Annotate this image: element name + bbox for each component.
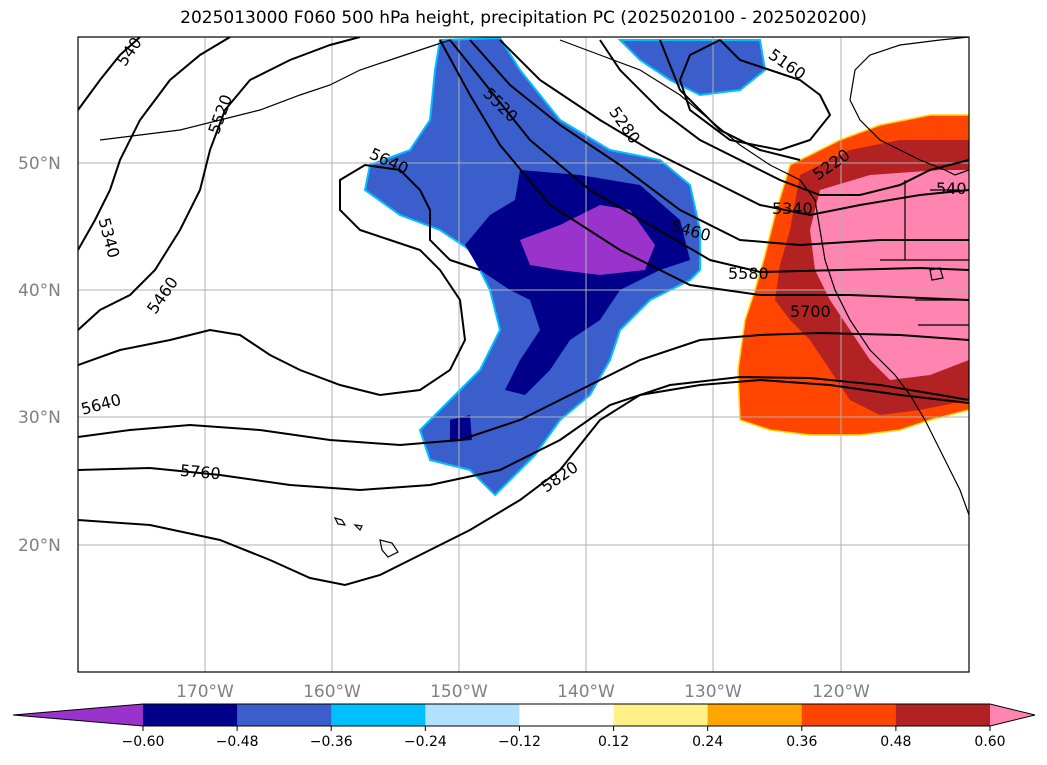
colorbar-segment <box>331 704 426 726</box>
negative-shading <box>363 37 767 497</box>
colorbar-segment <box>707 704 803 726</box>
contour-label: 5580 <box>728 264 769 283</box>
colorbar-tick-label: −0.48 <box>216 734 259 750</box>
colorbar-tick-label: 0.36 <box>786 734 817 750</box>
positive-shading <box>737 114 969 436</box>
colorbar-tick-label: −0.24 <box>404 734 447 750</box>
colorbar-segment <box>519 704 615 726</box>
colorbar-tick-label: −0.60 <box>122 734 165 750</box>
lon-label-160w: 160°W <box>303 682 361 702</box>
lat-label-20n: 20°N <box>18 536 61 556</box>
colorbar-tick-label: 0.48 <box>880 734 911 750</box>
colorbar-extend-high <box>990 704 1035 726</box>
lon-label-170w: 170°W <box>176 682 234 702</box>
contour-label: 5700 <box>790 302 831 321</box>
lat-label-50n: 50°N <box>18 154 61 174</box>
lon-label-140w: 140°W <box>557 682 615 702</box>
colorbar: −0.60 −0.48 −0.36 −0.24 −0.12 0.12 0.24 0.36 0.4… <box>12 703 1036 750</box>
colorbar-segment <box>143 704 238 726</box>
colorbar-tick-label: 0.60 <box>974 734 1005 750</box>
colorbar-segment <box>801 704 897 726</box>
lat-label-40n: 40°N <box>18 281 61 301</box>
lon-label-120w: 120°W <box>812 682 870 702</box>
contour-label: 5760 <box>179 461 221 483</box>
colorbar-extend-low <box>13 704 143 726</box>
map-title: 2025013000 F060 500 hPa height, precipit… <box>180 8 867 28</box>
lon-label-130w: 130°W <box>684 682 742 702</box>
contour-label: 540 <box>936 179 967 198</box>
colorbar-tick-label: −0.12 <box>498 734 541 750</box>
colorbar-segment <box>613 704 709 726</box>
lon-label-150w: 150°W <box>430 682 488 702</box>
coastlines <box>99 37 969 558</box>
contour-label: 5340 <box>772 199 813 218</box>
colorbar-tick-label: −0.36 <box>310 734 353 750</box>
colorbar-segment <box>895 704 991 726</box>
colorbar-segment <box>425 704 520 726</box>
colorbar-segment <box>237 704 332 726</box>
height-contours <box>78 37 969 587</box>
colorbar-tick-label: 0.12 <box>598 734 629 750</box>
lat-label-30n: 30°N <box>18 408 61 428</box>
colorbar-tick-label: 0.24 <box>692 734 723 750</box>
